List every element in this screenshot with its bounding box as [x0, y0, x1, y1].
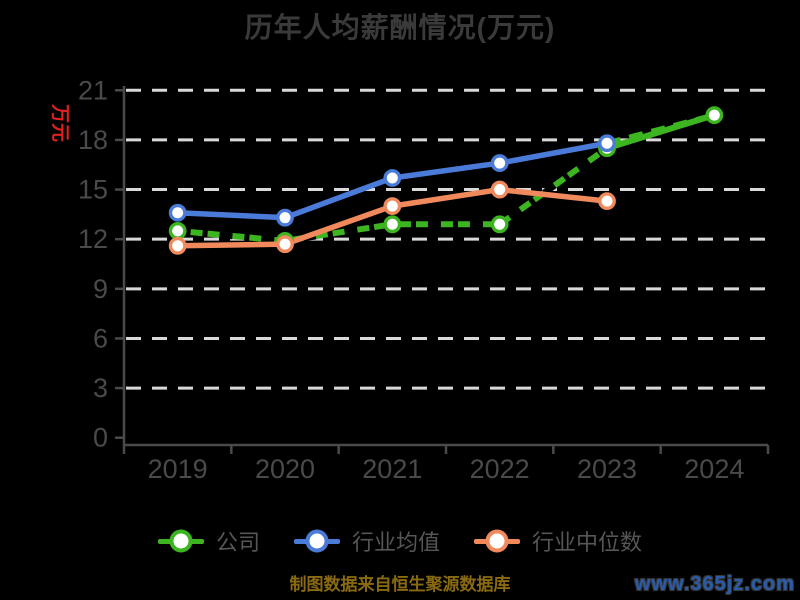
legend-line-swatch [293, 529, 340, 553]
data-point-marker [383, 169, 402, 187]
x-tick-label: 2019 [148, 454, 208, 484]
legend-marker-icon [169, 529, 193, 553]
data-point-marker [598, 134, 616, 153]
y-tick-label: 15 [78, 175, 108, 205]
legend-label: 行业中位数 [532, 530, 643, 555]
data-point-marker [383, 197, 402, 215]
legend-line-swatch [157, 529, 204, 553]
data-point-marker [168, 222, 187, 240]
x-tick-label: 2020 [255, 454, 315, 484]
y-tick-label: 9 [93, 274, 108, 304]
data-point-marker [598, 192, 616, 211]
legend-item-company: 公司 [157, 525, 260, 557]
chart-legend: 公司 行业均值 行业中位数 [0, 520, 800, 562]
y-tick-label: 0 [93, 423, 108, 453]
legend-label: 公司 [215, 530, 260, 555]
x-tick-label: 2021 [362, 454, 422, 484]
y-tick-label: 3 [93, 373, 108, 403]
y-tick-label: 21 [78, 75, 108, 105]
legend-marker-icon [305, 529, 329, 553]
data-point-marker [383, 215, 402, 234]
series-line-company-dashed-segment [606, 112, 716, 146]
legend-marker-icon [485, 529, 509, 553]
legend-item-industry-median: 行业中位数 [474, 525, 642, 557]
y-tick-label: 12 [78, 224, 108, 254]
data-point-marker [490, 154, 509, 172]
data-point-marker [276, 208, 294, 227]
x-tick-label: 2022 [470, 454, 530, 484]
data-point-marker [490, 215, 509, 234]
data-point-marker [490, 180, 509, 199]
legend-item-industry-mean: 行业均值 [293, 525, 440, 557]
x-tick-label: 2024 [684, 454, 744, 484]
watermark-link[interactable]: www.365jz.com [634, 573, 795, 595]
data-point-marker [276, 235, 294, 254]
data-point-marker [168, 203, 187, 222]
legend-line-swatch [474, 529, 520, 553]
data-point-marker [168, 236, 187, 255]
chart-title: 历年人均薪酬情况(万元) [244, 12, 556, 43]
x-tick-label: 2023 [577, 454, 637, 484]
data-point-marker [705, 106, 724, 125]
y-tick-label: 6 [93, 323, 108, 353]
legend-label: 行业均值 [351, 530, 440, 555]
data-source-note: 制图数据来自恒生聚源数据库 [289, 575, 511, 594]
y-tick-label: 18 [78, 125, 108, 155]
